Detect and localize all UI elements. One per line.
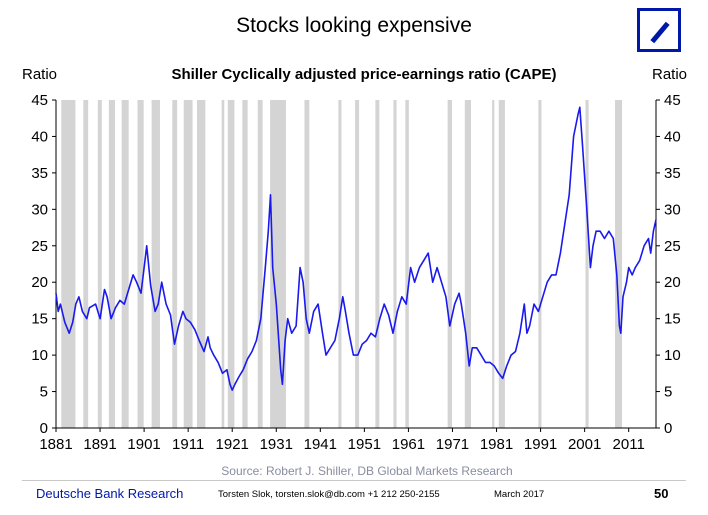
x-tick-label: 1931 bbox=[260, 436, 293, 453]
recession-band bbox=[97, 100, 102, 428]
page-title: Stocks looking expensive bbox=[236, 14, 472, 37]
x-tick-label: 1961 bbox=[392, 436, 425, 453]
y-tick-label-left: 45 bbox=[31, 92, 48, 109]
y-tick-label-left: 5 bbox=[40, 384, 48, 401]
y-tick-label-left: 15 bbox=[31, 311, 48, 328]
recession-band bbox=[538, 100, 542, 428]
y-tick-label-right: 45 bbox=[664, 92, 681, 109]
recession-band bbox=[304, 100, 310, 428]
y-tick-label-left: 35 bbox=[31, 165, 48, 182]
x-tick-label: 1911 bbox=[172, 436, 204, 453]
deutsche-bank-logo-icon bbox=[637, 8, 681, 52]
recession-band bbox=[355, 100, 360, 428]
recession-band bbox=[183, 100, 193, 428]
chart-title: Shiller Cyclically adjusted price-earnin… bbox=[171, 66, 557, 83]
recession-band bbox=[137, 100, 144, 428]
recession-band bbox=[615, 100, 623, 428]
x-tick-label: 1941 bbox=[304, 436, 337, 453]
y-tick-label-left: 25 bbox=[31, 238, 48, 255]
x-tick-label: 2011 bbox=[613, 436, 645, 453]
y-tick-label-right: 15 bbox=[664, 311, 681, 328]
recession-band bbox=[375, 100, 380, 428]
recession-band bbox=[242, 100, 248, 428]
recession-band bbox=[61, 100, 76, 428]
right-axis-label: Ratio bbox=[652, 66, 688, 83]
recession-band bbox=[393, 100, 397, 428]
footer-brand: Deutsche Bank Research bbox=[36, 486, 184, 501]
x-tick-label: 1921 bbox=[216, 436, 249, 453]
recession-band bbox=[257, 100, 263, 428]
recession-band bbox=[492, 100, 495, 428]
left-axis-label: Ratio bbox=[22, 66, 58, 83]
y-tick-label-right: 35 bbox=[664, 165, 681, 182]
y-tick-label-right: 20 bbox=[664, 274, 681, 291]
y-tick-label-left: 0 bbox=[40, 420, 48, 437]
recession-band bbox=[83, 100, 89, 428]
source-note: Source: Robert J. Shiller, DB Global Mar… bbox=[221, 464, 513, 478]
x-tick-label: 1891 bbox=[83, 436, 116, 453]
recession-band bbox=[338, 100, 342, 428]
cape-line bbox=[55, 106, 657, 391]
y-tick-label-right: 0 bbox=[664, 420, 672, 437]
footer-contact: Torsten Slok, torsten.slok@db.com +1 212… bbox=[218, 489, 440, 500]
y-tick-label-right: 25 bbox=[664, 238, 681, 255]
x-tick-label: 1971 bbox=[436, 436, 469, 453]
y-tick-label-left: 30 bbox=[31, 201, 48, 218]
x-tick-label: 1981 bbox=[480, 436, 513, 453]
recession-band bbox=[464, 100, 471, 428]
recession-band bbox=[405, 100, 409, 428]
footer-date: March 2017 bbox=[494, 489, 545, 500]
y-tick-label-left: 40 bbox=[31, 128, 48, 145]
y-tick-label-right: 30 bbox=[664, 201, 681, 218]
x-tick-label: 1901 bbox=[127, 436, 160, 453]
x-tick-label: 1991 bbox=[524, 436, 557, 453]
recession-band bbox=[270, 100, 286, 428]
recession-bands bbox=[61, 100, 623, 428]
chart-axes: 0 0 5 5 10 10 15 15 20 20 25 25 30 30 35 35 40 40 45 45 1881… bbox=[31, 92, 680, 453]
y-tick-label-left: 20 bbox=[31, 274, 48, 291]
x-tick-label: 1881 bbox=[39, 436, 72, 453]
recession-band bbox=[196, 100, 206, 428]
y-tick-label-right: 5 bbox=[664, 384, 672, 401]
recession-band bbox=[447, 100, 453, 428]
y-tick-label-right: 10 bbox=[664, 347, 681, 364]
recession-band bbox=[108, 100, 116, 428]
recession-band bbox=[172, 100, 178, 428]
page-number: 50 bbox=[654, 486, 669, 501]
recession-band bbox=[121, 100, 129, 428]
footer-divider bbox=[22, 480, 686, 481]
recession-band bbox=[151, 100, 160, 428]
recession-band bbox=[585, 100, 589, 428]
recession-band bbox=[498, 100, 505, 428]
x-tick-label: 2001 bbox=[568, 436, 601, 453]
recession-band bbox=[221, 100, 225, 428]
y-tick-label-left: 10 bbox=[31, 347, 48, 364]
cape-series bbox=[55, 106, 657, 391]
y-tick-label-right: 40 bbox=[664, 128, 681, 145]
x-tick-label: 1951 bbox=[348, 436, 381, 453]
recession-band bbox=[227, 100, 235, 428]
